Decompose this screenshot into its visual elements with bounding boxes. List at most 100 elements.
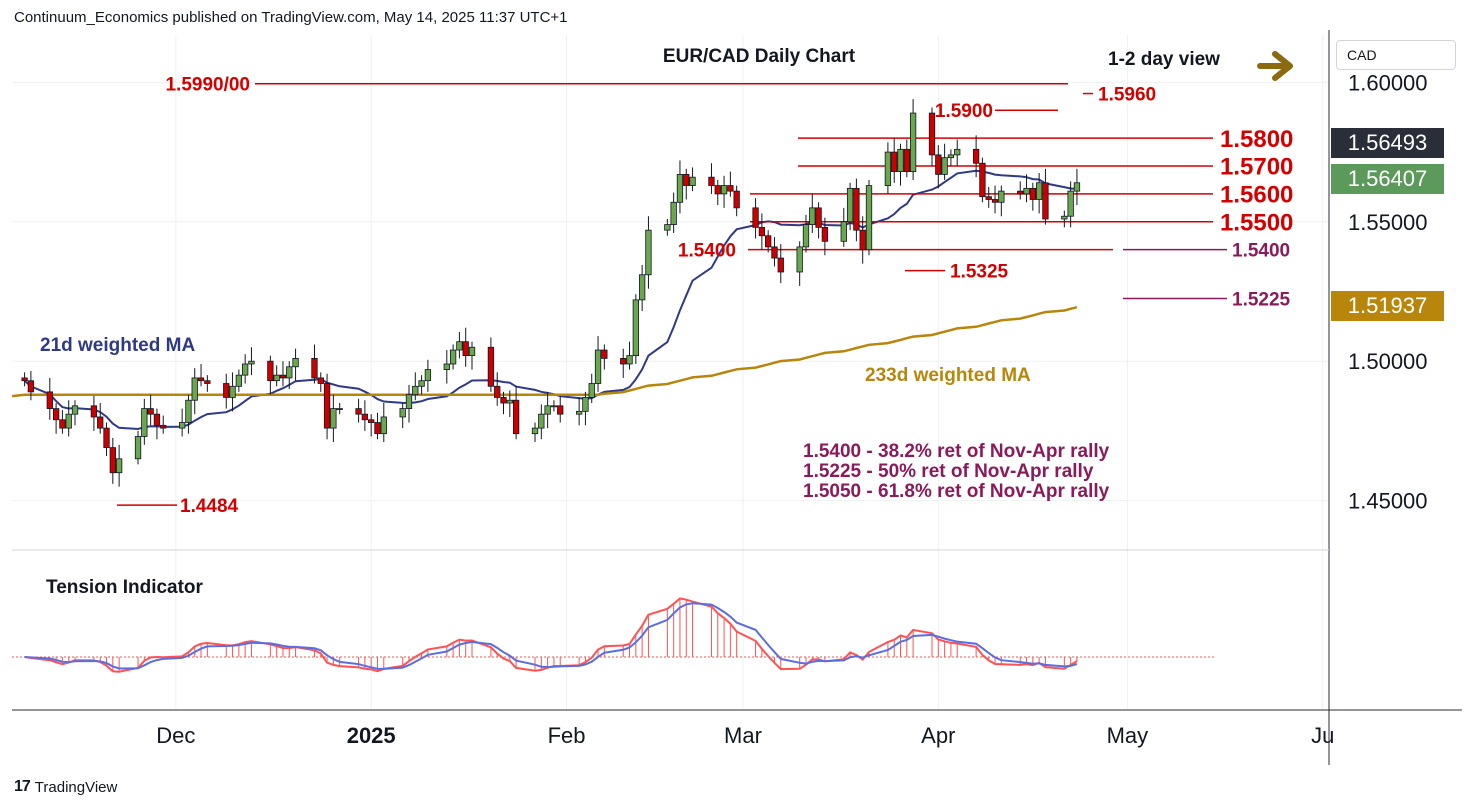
price-tag-last: 1.56407 [1331,164,1444,194]
candle-body [1073,182,1081,192]
candle-body [147,408,154,415]
level-label-right: 1.5400 [1232,241,1290,262]
candle-body [412,385,419,396]
candle-body [115,458,123,474]
candle-body [582,397,589,412]
candle-body [1023,187,1030,195]
level-label: 1.5325 [950,261,1009,282]
candle-body [65,413,72,429]
candle-body [909,112,917,173]
y-tick-label: 1.55000 [1348,210,1428,235]
y-tick-label: 1.45000 [1348,489,1428,514]
chart-subtitle: 1-2 day view [1108,49,1220,70]
candle-body [689,176,696,186]
candle-body [27,380,35,393]
ma21-label: 21d weighted MA [40,335,195,356]
level-label: 1.5500 [1220,209,1293,236]
candle-body [531,427,539,435]
candle-body [588,383,595,398]
y-tick-label: 1.50000 [1348,349,1428,374]
candle-body [846,187,854,223]
candle-body [727,185,734,192]
indicator-title: Tension Indicator [46,577,204,598]
candle-body [544,405,551,415]
candle-body [771,246,778,259]
candle-body [821,226,829,242]
candle-body [903,148,910,173]
candle-body [985,196,992,200]
ma21-line [23,169,1077,431]
candle-body [487,346,495,387]
candle-body [279,374,287,379]
candle-body [575,410,583,415]
candle-body [891,151,898,173]
currency-selector[interactable]: CAD [1336,40,1456,70]
published-header: Continuum_Economics published on Trading… [14,9,568,26]
candle-body [153,413,161,426]
chart-title: EUR/CAD Daily Chart [663,46,856,67]
candle-body [941,157,948,175]
candle-body [141,408,148,437]
candle-body [998,190,1005,203]
candle-body [185,399,192,423]
candle-body [399,408,406,418]
level-label: 1.5225 [1232,289,1291,310]
candle-body [928,112,936,156]
candle-body [752,207,759,228]
candle-body [248,360,255,365]
candle-body [972,148,980,164]
candle-body [1029,187,1036,200]
candle-body [802,224,810,248]
candle-body [733,190,740,209]
candle-body [865,185,873,251]
candle-body [267,360,274,382]
candle-body [424,369,432,382]
candle-body [355,408,362,415]
candle-body [103,427,110,449]
x-tick-label: Apr [921,723,955,748]
candle-body [884,151,892,186]
candle-body [765,235,772,248]
candle-body [273,374,280,382]
candle-body [720,185,728,195]
candle-body [815,207,822,228]
candle-body [336,408,343,410]
candle-body [323,383,331,429]
candle-body [109,447,116,474]
x-tick-label: Dec [156,723,195,748]
candle-body [330,408,337,429]
candle-body [1042,182,1049,220]
candle-body [494,385,501,398]
candle-body [462,341,469,357]
candle-body [683,174,690,186]
candle-body [979,162,986,198]
candle-body [645,229,652,276]
candle-body [859,229,866,251]
level-label: 1.5900 [935,101,993,122]
indicator-slow-line [24,602,1078,670]
candle-body [809,207,816,225]
candle-body [368,419,375,423]
ma233-label: 233d weighted MA [865,365,1031,386]
candle-body [286,366,293,379]
candle-body [380,416,387,435]
candle-body [758,226,766,237]
candle-body [1017,190,1024,195]
level-label: 1.5400 [678,241,736,262]
candle-body [418,380,425,387]
candle-body [594,349,602,384]
level-label: 1.4484 [180,496,239,517]
candle-body [708,176,715,186]
level-label: 1.5800 [1220,126,1293,153]
candle-body [601,349,608,359]
x-tick-label: Feb [548,723,586,748]
level-label: 1.5600 [1220,182,1293,209]
candle-body [443,363,450,370]
candle-body [59,419,66,429]
candle-body [374,422,381,435]
candle-body [46,391,53,409]
candle-body [954,148,961,156]
candle-body [664,224,671,231]
candle-body [676,174,684,203]
